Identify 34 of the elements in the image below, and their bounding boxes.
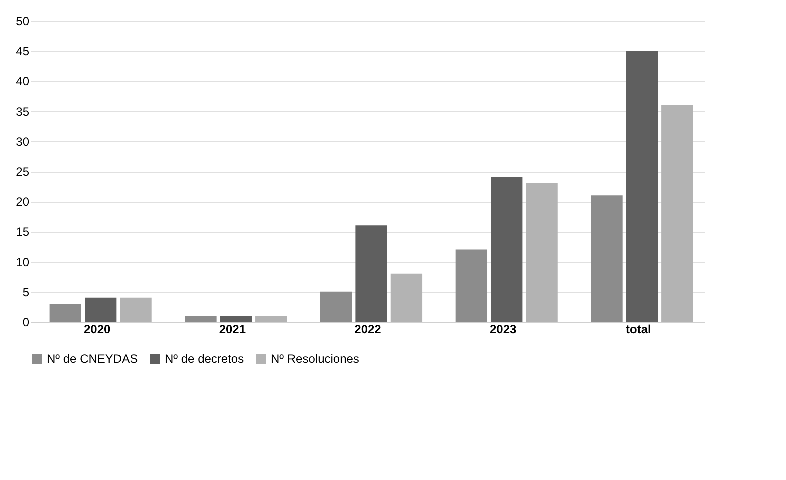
y-tick-label: 10: [16, 255, 30, 270]
y-tick-label: 35: [16, 104, 30, 119]
bar: [256, 316, 288, 322]
x-tick-label: 2020: [84, 322, 111, 336]
bar: [526, 184, 558, 322]
bar: [85, 298, 117, 322]
x-tick-label: total: [626, 322, 652, 336]
bar: [120, 298, 152, 322]
y-tick-label: 40: [16, 74, 30, 89]
y-tick-label: 25: [16, 165, 30, 179]
bar: [185, 316, 217, 322]
y-tick-label: 15: [16, 225, 30, 240]
bar: [456, 250, 488, 322]
bar: [320, 292, 352, 322]
bar: [662, 105, 694, 322]
y-tick-label: 30: [16, 134, 30, 149]
bar: [390, 274, 423, 322]
legend-label: Nº Resoluciones: [271, 352, 360, 366]
bar: [220, 316, 252, 322]
x-tick-label: 2023: [490, 322, 518, 336]
bar: [626, 51, 658, 322]
y-tick-label: 20: [16, 195, 30, 210]
y-tick-label: 45: [16, 44, 30, 59]
bar: [50, 304, 82, 322]
bar: [591, 196, 623, 322]
y-tick-label: 0: [22, 316, 30, 330]
x-tick-label: 2022: [354, 322, 382, 336]
legend-label: Nº de decretos: [165, 352, 244, 366]
legend-label: Nº de CNEYDAS: [47, 352, 138, 366]
y-tick-label: 5: [22, 285, 30, 300]
bar: [356, 226, 388, 322]
bar: [491, 178, 523, 322]
x-tick-label: 2021: [219, 322, 246, 336]
y-tick-label: 50: [16, 14, 30, 28]
